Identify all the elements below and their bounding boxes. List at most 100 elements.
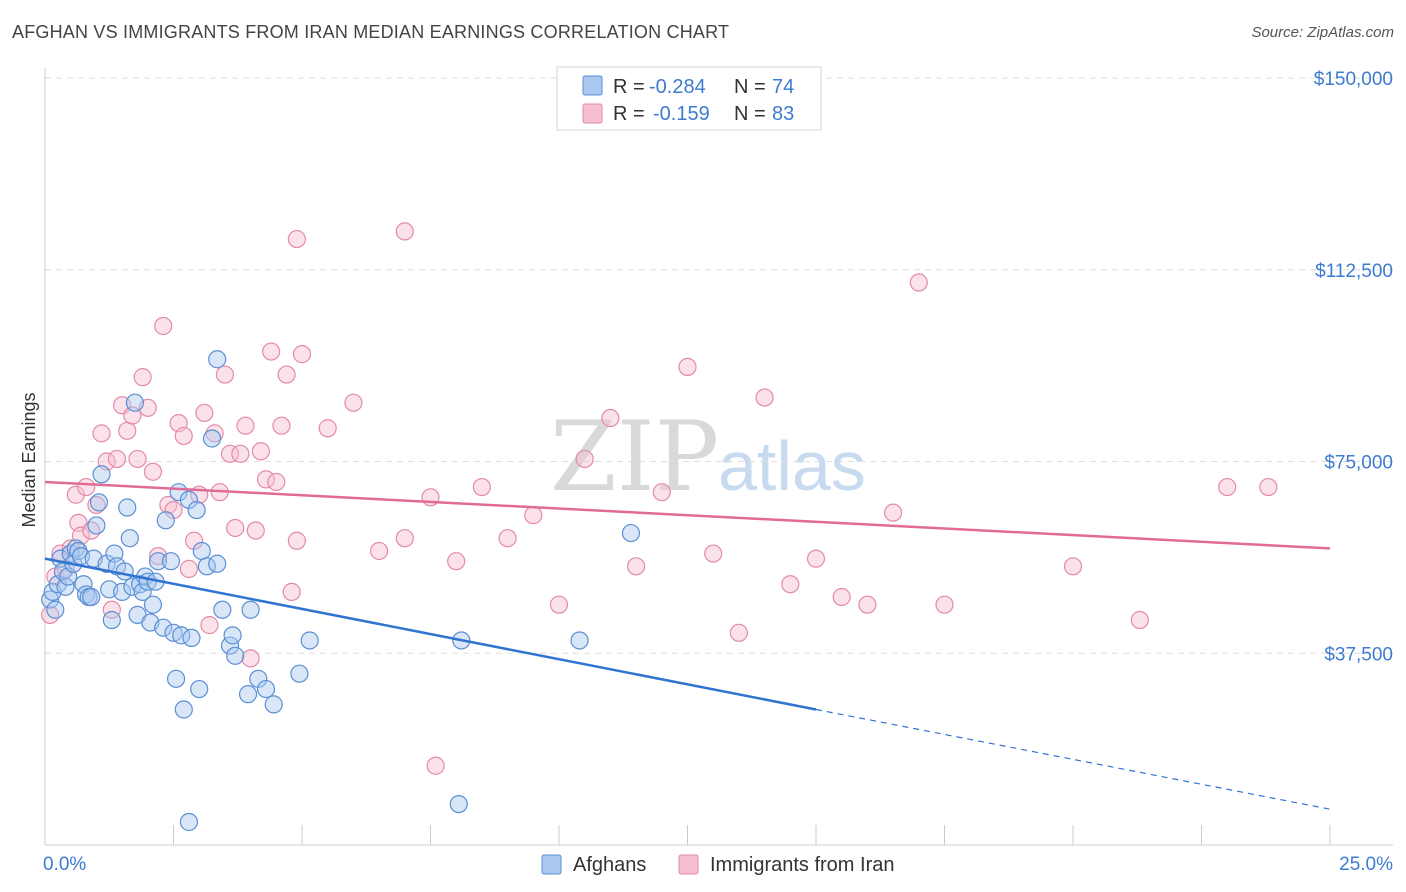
afghans-point bbox=[92, 465, 111, 484]
afghans-point bbox=[166, 669, 186, 688]
source-label: Source: ZipAtlas.com bbox=[1251, 24, 1394, 41]
iran-point bbox=[77, 477, 96, 497]
iran-point bbox=[226, 518, 245, 538]
legend-label-afghans: Afghans bbox=[573, 854, 646, 876]
iran-point bbox=[575, 449, 594, 469]
iran-point bbox=[241, 649, 260, 668]
afghans-point bbox=[102, 610, 121, 630]
iran-point bbox=[601, 408, 620, 428]
afghans-points bbox=[41, 350, 641, 832]
afghans-point bbox=[208, 554, 227, 573]
afghans-point bbox=[570, 631, 589, 650]
trend-lines bbox=[44, 480, 1331, 810]
afghans-point bbox=[449, 794, 468, 814]
watermark-zip: ZIP bbox=[550, 401, 719, 513]
afghans-point bbox=[249, 669, 268, 688]
iran-point bbox=[277, 365, 296, 384]
afghans-point bbox=[46, 600, 65, 619]
x-tick-label-max: 25.0% bbox=[1339, 854, 1393, 875]
stats-r-label-afghans: R = bbox=[613, 76, 645, 98]
stats-r-value-iran: -0.159 bbox=[653, 103, 710, 125]
afghans-point bbox=[213, 600, 232, 619]
iran-point bbox=[262, 342, 281, 361]
iran-point bbox=[251, 442, 270, 461]
afghans-trend-extension bbox=[815, 708, 1331, 810]
afghans-point bbox=[112, 582, 132, 601]
afghans-point bbox=[226, 646, 245, 665]
afghans-point bbox=[120, 529, 139, 548]
y-tick-label-37500: $37,500 bbox=[1324, 644, 1393, 665]
iran-point bbox=[82, 521, 101, 540]
iran-point bbox=[231, 444, 250, 463]
legend-swatch-iran bbox=[678, 854, 699, 875]
iran-point bbox=[184, 531, 204, 550]
iran-point bbox=[909, 273, 928, 292]
watermark-atlas: atlas bbox=[718, 427, 866, 505]
afghans-point bbox=[256, 679, 276, 699]
iran-point bbox=[220, 444, 240, 463]
iran-point bbox=[1063, 557, 1083, 576]
iran-point bbox=[447, 552, 466, 571]
iran-point bbox=[1259, 477, 1278, 497]
iran-point bbox=[66, 485, 85, 504]
iran-point bbox=[195, 403, 214, 423]
iran-point bbox=[806, 549, 826, 568]
afghans-point bbox=[174, 700, 193, 719]
x-ticks bbox=[44, 825, 1331, 845]
legend-swatch-afghans bbox=[541, 854, 562, 875]
iran-point bbox=[626, 557, 646, 576]
afghans-point bbox=[148, 552, 168, 571]
series-legend: Afghans Immigrants from Iran bbox=[541, 854, 894, 876]
iran-point bbox=[678, 357, 697, 377]
chart-title: AFGHAN VS IMMIGRANTS FROM IRAN MEDIAN EA… bbox=[12, 22, 730, 42]
afghans-point bbox=[77, 585, 96, 604]
afghans-point bbox=[115, 562, 134, 581]
gridlines bbox=[45, 77, 1393, 654]
afghans-point bbox=[89, 493, 109, 512]
iran-point bbox=[652, 483, 671, 502]
afghans-point bbox=[182, 628, 201, 648]
axes bbox=[44, 68, 1393, 846]
legend-label-iran: Immigrants from Iran bbox=[710, 854, 894, 876]
afghans-point bbox=[154, 618, 173, 637]
afghans-point bbox=[208, 350, 227, 369]
stats-n-label-afghans: N = bbox=[734, 76, 766, 98]
afghans-point bbox=[179, 812, 199, 832]
afghans-point bbox=[179, 490, 199, 509]
iran-point bbox=[472, 477, 491, 497]
afghans-point bbox=[621, 523, 641, 543]
afghans-point bbox=[69, 541, 88, 561]
iran-point bbox=[426, 756, 445, 775]
stats-n-value-afghans: 74 bbox=[772, 76, 794, 98]
y-tick-label-112500: $112,500 bbox=[1315, 261, 1393, 282]
iran-swatch bbox=[582, 103, 603, 124]
y-tick-label-75000: $75,000 bbox=[1324, 453, 1393, 474]
afghans-point bbox=[133, 582, 152, 601]
iran-point bbox=[729, 623, 749, 642]
afghans-point bbox=[290, 664, 309, 683]
iran-point bbox=[1218, 477, 1237, 497]
iran-point bbox=[205, 424, 224, 443]
iran-point bbox=[287, 531, 306, 550]
afghans-point bbox=[238, 685, 258, 704]
iran-point bbox=[832, 587, 851, 607]
iran-point bbox=[704, 544, 723, 563]
iran-point bbox=[524, 506, 543, 525]
afghans-trend-line bbox=[44, 557, 817, 711]
afghans-point bbox=[264, 695, 283, 714]
iran-point bbox=[159, 495, 178, 515]
afghans-point bbox=[87, 516, 106, 535]
afghans-point bbox=[300, 631, 319, 650]
afghans-point bbox=[192, 541, 211, 561]
iran-point bbox=[282, 582, 301, 601]
iran-point bbox=[118, 421, 137, 440]
stats-legend: R = -0.284 N = 74 R = -0.159 N = 83 bbox=[556, 66, 822, 131]
iran-point bbox=[133, 368, 152, 387]
iran-point bbox=[549, 595, 569, 614]
afghans-point bbox=[161, 552, 181, 571]
afghans-point bbox=[190, 679, 209, 699]
iran-point bbox=[267, 472, 286, 492]
iran-point bbox=[92, 424, 111, 443]
afghans-point bbox=[156, 511, 175, 530]
